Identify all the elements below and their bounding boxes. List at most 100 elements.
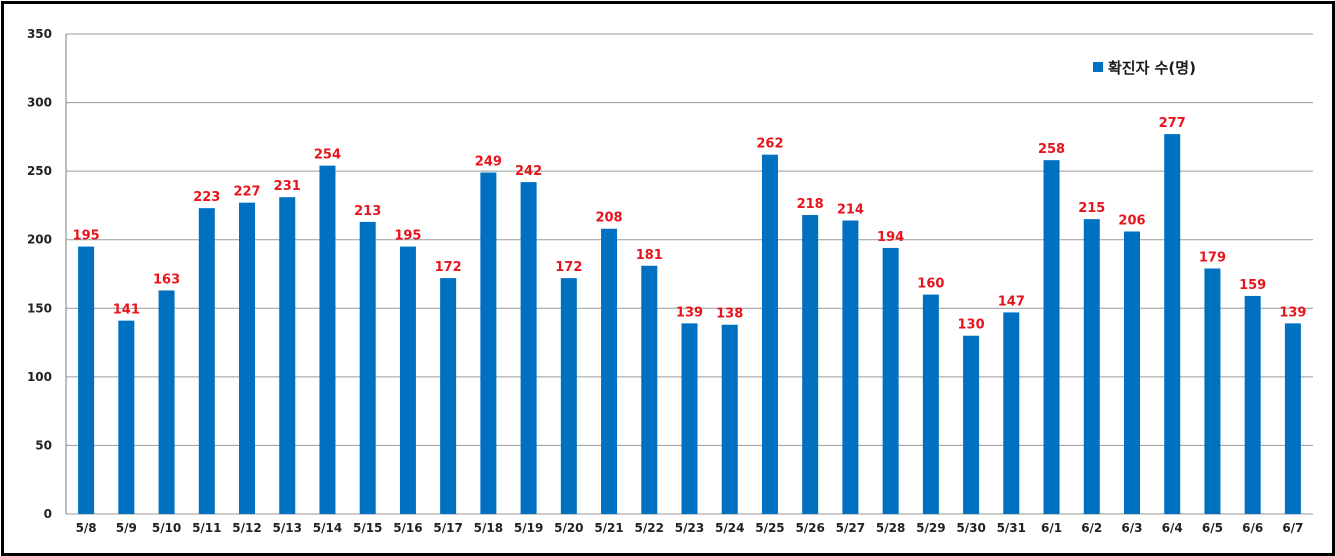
x-tick-label: 5/21 — [594, 521, 623, 535]
data-label: 227 — [233, 185, 260, 200]
y-tick-label: 350 — [27, 27, 52, 41]
bar — [239, 202, 256, 514]
x-tick-label: 6/6 — [1242, 521, 1263, 535]
x-tick-label: 6/2 — [1081, 521, 1102, 535]
y-tick-label: 150 — [27, 301, 52, 315]
x-tick-label: 5/8 — [76, 521, 97, 535]
x-tick-label: 6/7 — [1282, 521, 1303, 535]
data-label: 206 — [1118, 213, 1145, 228]
x-tick-label: 5/10 — [152, 521, 181, 535]
data-label: 231 — [274, 179, 301, 194]
bars — [78, 134, 1301, 515]
data-label: 172 — [435, 260, 462, 275]
x-axis-ticks: 5/8 5/9 5/10 5/11 5/12 5/13 5/14 5/15 5/16 5/17 5/… — [76, 521, 1304, 535]
data-label: 141 — [113, 303, 140, 318]
bar — [641, 265, 658, 514]
data-label: 214 — [837, 203, 864, 218]
bar — [520, 182, 537, 514]
data-label: 249 — [475, 155, 502, 170]
x-tick-label: 5/26 — [795, 521, 824, 535]
bar — [1043, 160, 1060, 514]
bar — [802, 215, 819, 514]
data-label: 194 — [877, 230, 904, 245]
x-tick-label: 5/23 — [675, 521, 704, 535]
bar — [359, 221, 376, 514]
bar — [440, 278, 457, 514]
y-tick-label: 250 — [27, 164, 52, 178]
x-tick-label: 6/1 — [1041, 521, 1062, 535]
bar — [399, 246, 416, 515]
bar — [480, 172, 497, 514]
y-tick-label: 50 — [35, 438, 52, 452]
bar — [1244, 295, 1261, 514]
bar — [78, 246, 95, 515]
gridlines — [65, 33, 1313, 515]
x-tick-label: 5/25 — [755, 521, 784, 535]
data-label: 139 — [1279, 305, 1306, 320]
x-tick-label: 5/12 — [232, 521, 261, 535]
bar — [319, 165, 336, 514]
bar — [922, 294, 939, 514]
x-tick-label: 5/16 — [393, 521, 422, 535]
legend: 확진자 수(명) — [1093, 59, 1196, 77]
bar — [198, 208, 215, 514]
bar — [1083, 219, 1100, 514]
data-label: 213 — [354, 204, 381, 219]
x-tick-label: 6/5 — [1202, 521, 1223, 535]
x-tick-label: 5/24 — [715, 521, 744, 535]
bar — [681, 323, 698, 514]
x-tick-label: 5/17 — [433, 521, 462, 535]
data-labels: 195 141 163 223 227 231 254 213 195 172 249 242 172 2… — [73, 116, 1307, 333]
x-tick-label: 5/9 — [116, 521, 137, 535]
bar — [118, 320, 135, 514]
x-tick-label: 5/15 — [353, 521, 382, 535]
x-tick-label: 5/22 — [635, 521, 664, 535]
x-tick-label: 5/28 — [876, 521, 905, 535]
y-tick-label: 300 — [27, 96, 52, 110]
data-label: 163 — [153, 272, 180, 287]
x-tick-label: 5/14 — [313, 521, 342, 535]
data-label: 208 — [595, 211, 622, 226]
data-label: 215 — [1078, 201, 1105, 216]
data-label: 195 — [73, 229, 100, 244]
data-label: 223 — [193, 190, 220, 205]
bar — [1164, 134, 1181, 514]
x-tick-label: 5/20 — [554, 521, 583, 535]
data-label: 277 — [1159, 116, 1186, 131]
y-tick-label: 0 — [44, 507, 52, 521]
data-label: 254 — [314, 148, 341, 163]
data-label: 262 — [756, 137, 783, 152]
data-label: 242 — [515, 164, 542, 179]
data-label: 130 — [958, 318, 985, 333]
x-tick-label: 5/13 — [273, 521, 302, 535]
bar — [761, 154, 778, 514]
bar — [1003, 312, 1020, 514]
data-label: 218 — [797, 197, 824, 212]
bar — [1123, 231, 1140, 514]
data-label: 195 — [394, 229, 421, 244]
y-tick-label: 200 — [27, 233, 52, 247]
x-tick-label: 5/11 — [192, 521, 221, 535]
x-tick-label: 6/4 — [1162, 521, 1183, 535]
x-tick-label: 5/19 — [514, 521, 543, 535]
data-label: 147 — [998, 294, 1025, 309]
bar — [158, 290, 175, 514]
bar — [601, 228, 618, 514]
bar — [1204, 268, 1221, 514]
data-label: 159 — [1239, 278, 1266, 293]
x-tick-label: 5/30 — [956, 521, 985, 535]
bar — [963, 335, 980, 514]
x-tick-label: 5/31 — [997, 521, 1026, 535]
x-tick-label: 5/29 — [916, 521, 945, 535]
y-tick-label: 100 — [27, 370, 52, 384]
data-label: 258 — [1038, 142, 1065, 157]
bar — [1284, 323, 1301, 514]
data-label: 139 — [676, 305, 703, 320]
bar — [842, 220, 859, 514]
y-axis-ticks: 0 50 100 150 200 250 300 350 — [27, 27, 52, 521]
bar — [279, 197, 296, 514]
legend-label: 확진자 수(명) — [1108, 59, 1196, 77]
data-label: 181 — [636, 248, 663, 263]
